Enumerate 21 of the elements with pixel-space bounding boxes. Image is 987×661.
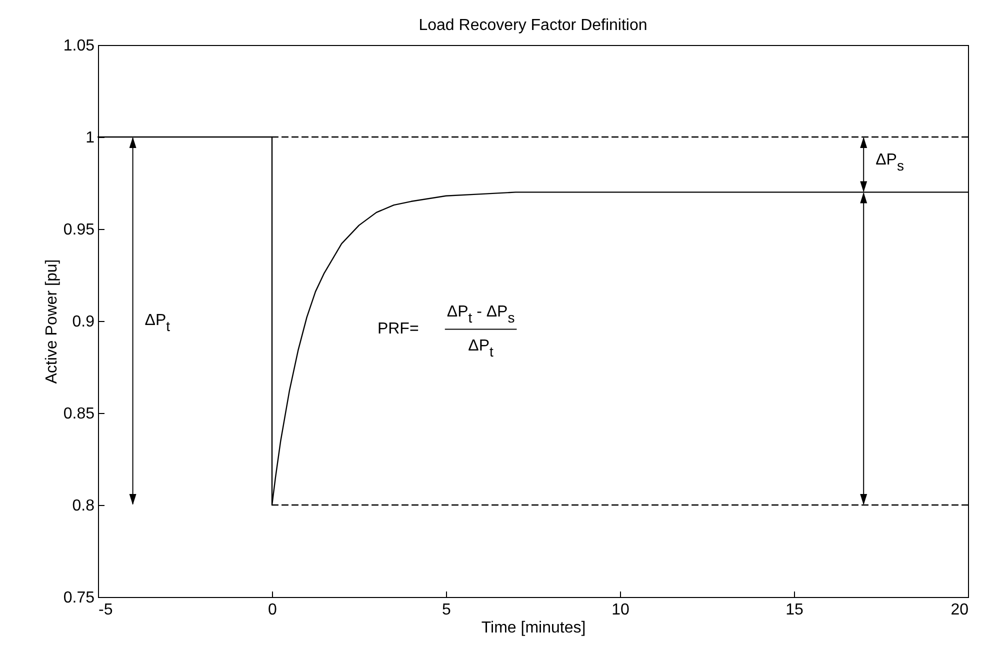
y-tick-label: 0.85 — [63, 406, 95, 422]
x-tick-label: 5 — [442, 602, 452, 618]
x-tick-label: 0 — [268, 602, 278, 618]
x-tick-label: 10 — [612, 602, 630, 618]
y-tick-label: 1.05 — [63, 38, 95, 54]
x-tick-label: 15 — [786, 602, 804, 618]
y-axis-title: Active Power [pu] — [43, 259, 60, 384]
y-tick-label: 0.9 — [72, 314, 95, 330]
annotation: ΔP$_{t}$ — [144, 312, 170, 334]
x-tick-label: 20 — [950, 602, 969, 618]
chart-title: Load Recovery Factor Definition — [418, 17, 648, 34]
y-tick-label: 0.75 — [63, 590, 95, 606]
x-tick-label: -5 — [98, 602, 113, 618]
x-axis-title: Time [minutes] — [481, 620, 586, 636]
annotation: ΔP$_{t}$ - ΔP$_{s}$ — [446, 304, 515, 325]
y-tick-label: 0.95 — [63, 222, 95, 238]
annotation: PRF= — [377, 320, 419, 338]
y-tick-label: 0.8 — [72, 498, 95, 514]
annotation: ΔP$_{s}$ — [876, 152, 904, 174]
annotation: ΔP$_{t}$ — [468, 338, 494, 359]
y-tick-label: 1 — [86, 130, 95, 146]
